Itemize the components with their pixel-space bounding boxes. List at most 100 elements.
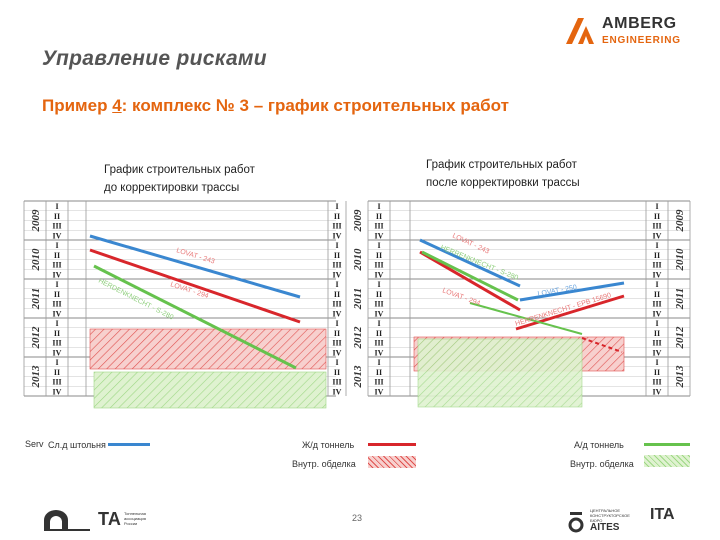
footer-right-org: ЦЕНТРАЛЬНОЕ КОНСТРУКТОРСКОЕ БЮРО [590, 508, 630, 523]
footer-right-org-line2: КОНСТРУКТОРСКОЕ [590, 513, 630, 518]
caption-after-line1: График строительных работ [426, 159, 577, 171]
left-green-hatch-area [93, 371, 327, 409]
right-red-line-1 [419, 250, 521, 312]
footer-right-org-line1: ЦЕНТРАЛЬНОЕ [590, 508, 621, 513]
quarter-label: III [652, 378, 661, 387]
quarter-label: I [335, 202, 338, 211]
quarter-label: IV [53, 309, 62, 318]
quarter-label: IV [375, 348, 384, 357]
legend-hatch-green-label: Внутр. обделка [570, 459, 634, 469]
logo-subname: ENGINEERING [602, 35, 681, 46]
page-subtitle: Пример 4: комплекс № 3 – график строител… [42, 96, 509, 116]
quarter-label: III [332, 300, 341, 309]
quarter-label: II [376, 251, 382, 260]
quarter-label: IV [53, 270, 62, 279]
year-label: 2011 [30, 288, 42, 310]
quarter-label: III [374, 261, 383, 270]
quarter-label: III [652, 300, 661, 309]
footer-left-abbr: ТА [98, 509, 121, 529]
left-red-line [89, 248, 301, 324]
quarter-label: I [335, 319, 338, 328]
quarter-label: IV [653, 348, 662, 357]
quarter-label: II [376, 368, 382, 377]
quarter-label: I [655, 202, 658, 211]
legend-hatch-green-swatch [644, 455, 690, 467]
caption-after-line2: после корректировки трассы [426, 177, 580, 189]
year-label: 2013 [674, 365, 686, 389]
quarter-label: III [374, 300, 383, 309]
year-label: 2010 [352, 248, 364, 272]
subtitle-number: 4 [112, 96, 122, 115]
quarter-label: II [54, 329, 60, 338]
quarter-label: II [334, 251, 340, 260]
quarter-label: IV [333, 387, 342, 396]
quarter-label: II [334, 329, 340, 338]
quarter-label: III [52, 339, 61, 348]
quarter-label: IV [375, 309, 384, 318]
quarter-label: IV [653, 231, 662, 240]
year-label: 2009 [674, 209, 686, 233]
year-label: 2009 [30, 209, 42, 233]
quarter-label: IV [375, 270, 384, 279]
left-blue-line [89, 234, 301, 299]
year-label: 2012 [30, 326, 42, 350]
year-label: 2010 [674, 248, 686, 272]
quarter-label: IV [333, 231, 342, 240]
quarter-label: IV [333, 348, 342, 357]
quarter-label: I [377, 202, 380, 211]
subtitle-suffix: : комплекс № 3 – график строительных раб… [121, 96, 509, 115]
cku-logo-icon [568, 512, 584, 533]
quarter-label: I [55, 202, 58, 211]
legend-hatch-red-swatch [368, 456, 416, 468]
quarter-label: III [374, 378, 383, 387]
footer-right-org-line3: БЮРО [590, 518, 603, 523]
year-label: 2012 [674, 326, 686, 350]
subtitle-prefix: Пример [42, 96, 113, 115]
quarter-label: IV [653, 387, 662, 396]
quarter-label: II [654, 251, 660, 260]
quarter-label: II [54, 368, 60, 377]
logo-name: AMBERG [602, 15, 677, 32]
quarter-label: III [332, 222, 341, 231]
amberg-logo: AMBERG ENGINEERING [564, 15, 684, 48]
quarter-label: III [332, 261, 341, 270]
quarter-label: II [54, 212, 60, 221]
quarter-label: II [654, 329, 660, 338]
quarter-label: III [652, 339, 661, 348]
year-label: 2011 [352, 288, 364, 310]
quarter-label: II [654, 290, 660, 299]
footer-left-org-line2: ассоциация [124, 516, 146, 521]
caption-before-line1: График строительных работ [104, 164, 255, 176]
footer-logo-ita: ЦЕНТРАЛЬНОЕ КОНСТРУКТОРСКОЕ БЮРО AITES I… [568, 506, 688, 536]
caption-before-line2: до корректировки трассы [104, 182, 240, 194]
right-annotation-red: LOVAT - 294 [441, 287, 481, 307]
year-label: 2009 [352, 209, 364, 233]
quarter-label: I [377, 241, 380, 250]
footer-left-org-line3: России [124, 521, 138, 526]
quarter-label: IV [53, 387, 62, 396]
footer-right-ita: ITA [650, 506, 675, 523]
quarter-label: I [377, 358, 380, 367]
quarter-label: III [52, 378, 61, 387]
quarter-label: I [335, 358, 338, 367]
quarter-label: II [334, 368, 340, 377]
quarter-label: III [52, 222, 61, 231]
quarter-label: I [55, 358, 58, 367]
quarter-label: II [54, 290, 60, 299]
quarter-label: III [52, 300, 61, 309]
left-green-line [93, 264, 297, 370]
right-annotation-blue2: LOVAT - 250 [537, 284, 577, 298]
year-label: 2013 [352, 365, 364, 389]
right-green-line [421, 250, 519, 302]
quarter-label: I [335, 241, 338, 250]
year-label: 2013 [30, 365, 42, 389]
legend-hatch-red-label: Внутр. обделка [292, 459, 356, 469]
amberg-logo-icon [566, 18, 594, 44]
footer-logo-ta: ТА Тоннельная ассоциация России [42, 508, 162, 534]
legend-blue-label: Сл.д штольня [48, 440, 106, 450]
footer-left-org: Тоннельная ассоциация России [124, 511, 146, 526]
quarter-label: IV [653, 309, 662, 318]
quarter-label: II [376, 212, 382, 221]
legend-green-label: А/д тоннель [574, 440, 624, 450]
quarter-label: IV [333, 270, 342, 279]
